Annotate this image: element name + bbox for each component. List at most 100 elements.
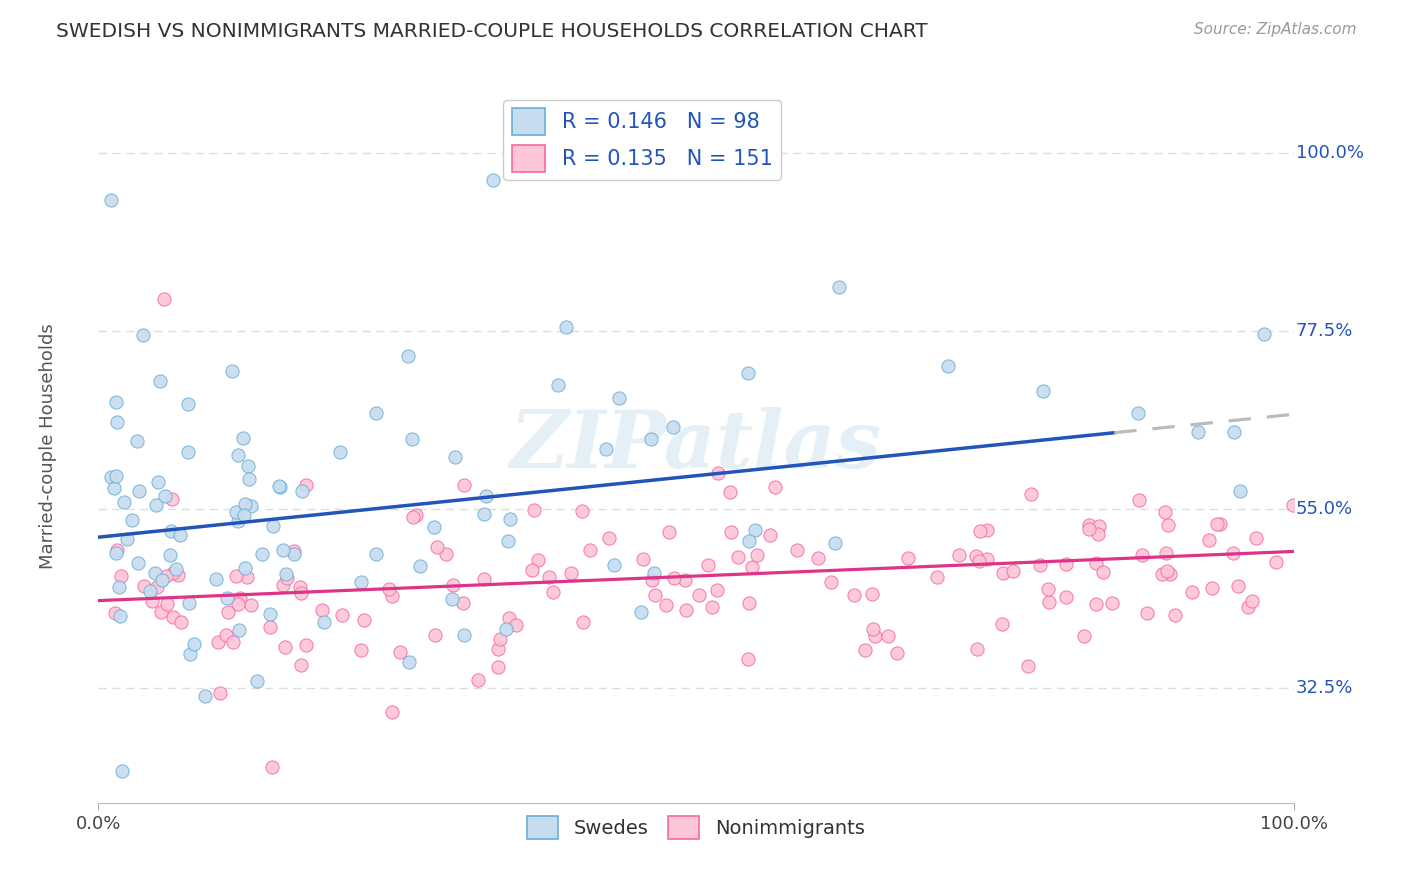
Point — [976, 524, 998, 538]
Point — [1054, 590, 1077, 604]
Point — [208, 686, 231, 700]
Point — [486, 660, 509, 674]
Point — [204, 572, 226, 586]
Point — [763, 480, 786, 494]
Point — [631, 552, 654, 566]
Point — [1222, 546, 1244, 560]
Point — [273, 640, 295, 655]
Text: 32.5%: 32.5% — [1296, 679, 1354, 697]
Point — [179, 647, 201, 661]
Point — [474, 508, 496, 522]
Point — [160, 524, 183, 538]
Point — [269, 480, 291, 494]
Point — [409, 559, 432, 574]
Point — [595, 442, 617, 456]
Point — [283, 544, 305, 558]
Point — [948, 548, 970, 562]
Point — [105, 415, 128, 429]
Point — [643, 566, 665, 581]
Point — [1253, 327, 1275, 342]
Point — [378, 582, 401, 596]
Point — [423, 519, 446, 533]
Point — [727, 549, 749, 564]
Point — [294, 639, 316, 653]
Point — [222, 635, 245, 649]
Point — [579, 543, 602, 558]
Point — [267, 479, 290, 493]
Point — [862, 622, 884, 636]
Point — [571, 504, 593, 518]
Point — [877, 629, 900, 643]
Point — [673, 574, 696, 588]
Point — [1198, 533, 1220, 547]
Point — [741, 560, 763, 574]
Point — [1205, 517, 1227, 532]
Point — [572, 615, 595, 629]
Point — [150, 574, 173, 588]
Point — [886, 646, 908, 660]
Point — [991, 566, 1014, 581]
Point — [758, 527, 780, 541]
Point — [226, 514, 249, 528]
Point — [110, 569, 132, 583]
Point — [226, 448, 249, 462]
Point — [217, 605, 239, 619]
Point — [112, 495, 135, 509]
Point — [495, 622, 517, 636]
Point — [560, 566, 582, 580]
Point — [236, 570, 259, 584]
Point — [162, 566, 184, 580]
Point — [401, 432, 423, 446]
Point — [718, 484, 741, 499]
Point — [1032, 384, 1054, 399]
Point — [233, 560, 256, 574]
Point — [700, 600, 723, 615]
Point — [640, 432, 662, 446]
Point — [1019, 486, 1042, 500]
Point — [1136, 606, 1159, 620]
Point — [1163, 607, 1185, 622]
Point — [598, 531, 620, 545]
Point — [745, 548, 768, 562]
Point — [1128, 492, 1150, 507]
Point — [290, 657, 312, 672]
Point — [262, 519, 284, 533]
Point — [108, 580, 131, 594]
Point — [1152, 567, 1174, 582]
Point — [121, 513, 143, 527]
Point — [236, 459, 259, 474]
Point — [498, 611, 520, 625]
Point — [744, 524, 766, 538]
Point — [228, 624, 250, 638]
Point — [232, 431, 254, 445]
Point — [453, 628, 475, 642]
Point — [991, 617, 1014, 632]
Point — [602, 558, 624, 573]
Point — [1187, 425, 1209, 439]
Point — [967, 554, 990, 568]
Point — [425, 628, 447, 642]
Point — [453, 477, 475, 491]
Point — [291, 484, 314, 499]
Point — [522, 563, 544, 577]
Point — [472, 572, 495, 586]
Point — [1281, 498, 1303, 512]
Point — [820, 574, 842, 589]
Point — [1154, 505, 1177, 519]
Point — [314, 615, 336, 630]
Point — [108, 608, 131, 623]
Point — [737, 367, 759, 381]
Point — [128, 483, 150, 498]
Point — [541, 584, 564, 599]
Point — [1073, 629, 1095, 643]
Point — [488, 632, 510, 646]
Text: ZIPatlas: ZIPatlas — [510, 408, 882, 484]
Point — [1226, 579, 1249, 593]
Point — [105, 395, 128, 409]
Point — [350, 574, 373, 589]
Point — [1038, 582, 1060, 596]
Text: 100.0%: 100.0% — [1296, 144, 1364, 161]
Point — [860, 587, 883, 601]
Point — [145, 580, 167, 594]
Point — [389, 645, 412, 659]
